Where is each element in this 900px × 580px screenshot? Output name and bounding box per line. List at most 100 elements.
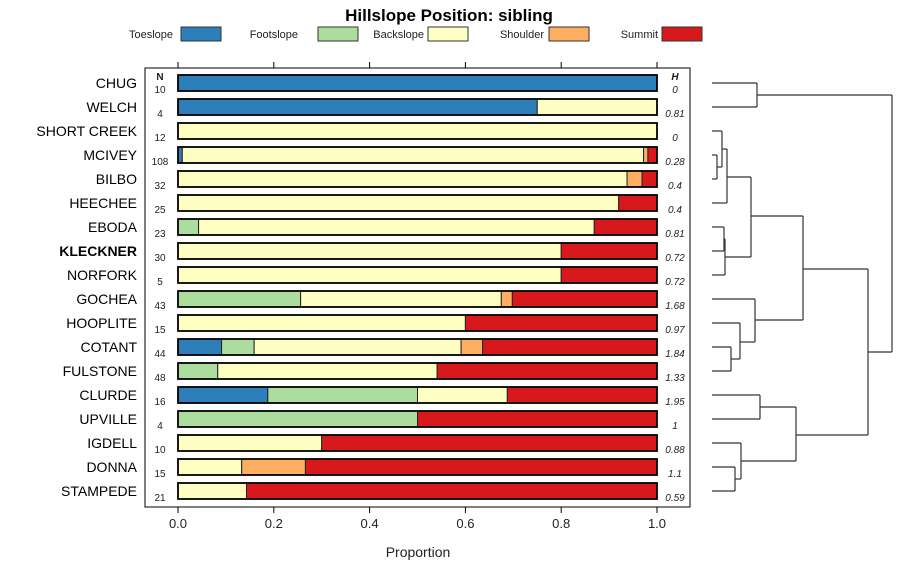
- x-tick-label: 0.2: [265, 516, 283, 531]
- row-h-value: 0.59: [665, 493, 685, 504]
- bar-segment-summit: [245, 482, 658, 500]
- legend-swatch-backslope: [427, 26, 469, 42]
- row-n-value: 10: [154, 85, 166, 96]
- x-tick-label: 0.8: [552, 516, 570, 531]
- legend-swatch-shoulder: [548, 26, 590, 42]
- row-n-value: 48: [154, 373, 166, 384]
- bar-segment-footslope: [177, 218, 200, 236]
- row-n-value: 4: [157, 109, 163, 120]
- x-tick-label: 1.0: [648, 516, 666, 531]
- row-label: GOCHEA: [76, 291, 137, 307]
- bar-outline: [177, 98, 658, 116]
- bar-segment-summit: [618, 194, 658, 212]
- bar-outline: [177, 410, 658, 428]
- bar-segment-backslope: [177, 194, 620, 212]
- bar-segment-summit: [560, 242, 658, 260]
- legend-label-shoulder: Shoulder: [500, 29, 544, 41]
- bar-segment-shoulder: [241, 458, 306, 476]
- row-n-value: 15: [154, 325, 166, 336]
- row-n-value: 23: [154, 229, 166, 240]
- bar-segment-toeslope: [177, 98, 538, 116]
- plot-frame: [144, 67, 691, 508]
- row-n-value: 10: [154, 445, 166, 456]
- bar-segment-backslope: [177, 170, 628, 188]
- row-label: SHORT CREEK: [36, 123, 137, 139]
- row-label: CLURDE: [79, 387, 137, 403]
- bar-segment-shoulder: [643, 146, 649, 164]
- row-h-value: 0.88: [665, 445, 685, 456]
- row-label: DONNA: [86, 459, 137, 475]
- row-label: WELCH: [86, 99, 137, 115]
- bar-outline: [177, 338, 658, 356]
- bar-outline: [177, 482, 658, 500]
- row-h-value: 0.97: [665, 325, 685, 336]
- row-label: HEECHEE: [69, 195, 137, 211]
- bar-segment-toeslope: [177, 74, 658, 92]
- legend-label-backslope: Backslope: [373, 29, 424, 41]
- bar-segment-summit: [482, 338, 658, 356]
- row-h-value: 0: [672, 133, 678, 144]
- bar-segment-backslope: [198, 218, 595, 236]
- bar-outline: [177, 314, 658, 332]
- h-header: H: [671, 72, 679, 83]
- bar-outline: [177, 146, 658, 164]
- row-n-value: 5: [157, 277, 163, 288]
- legend-swatch-toeslope: [180, 26, 222, 42]
- row-h-value: 1.1: [668, 469, 682, 480]
- row-n-value: 44: [154, 349, 166, 360]
- dendrogram: [712, 82, 893, 492]
- row-label: MCIVEY: [83, 147, 137, 163]
- row-n-value: 108: [152, 157, 169, 168]
- bar-outline: [177, 434, 658, 452]
- bar-segment-backslope: [177, 242, 562, 260]
- row-h-value: 0.81: [665, 109, 684, 120]
- row-h-value: 1.95: [665, 397, 685, 408]
- x-axis-label: Proportion: [386, 544, 451, 560]
- row-h-value: 0.72: [665, 277, 685, 288]
- bar-segment-backslope: [177, 122, 658, 140]
- bar-segment-shoulder: [500, 290, 513, 308]
- bar-outline: [177, 242, 658, 260]
- bar-segment-summit: [304, 458, 658, 476]
- row-label: BILBO: [96, 171, 137, 187]
- bar-segment-backslope: [177, 434, 323, 452]
- row-n-value: 12: [154, 133, 166, 144]
- row-h-value: 1: [672, 421, 678, 432]
- row-label: KLECKNER: [59, 243, 137, 259]
- x-axis: 0.0 0.2 0.4 0.6 0.8 1.0: [169, 62, 666, 531]
- chart-title: Hillslope Position: sibling: [345, 6, 553, 25]
- row-h-value: 0.4: [668, 205, 682, 216]
- row-h-value: 0.72: [665, 253, 685, 264]
- bar-segment-summit: [464, 314, 658, 332]
- bar-outline: [177, 386, 658, 404]
- bar-outline: [177, 458, 658, 476]
- legend-label-toeslope: Toeslope: [129, 29, 173, 41]
- row-n-value: 4: [157, 421, 163, 432]
- n-header: N: [156, 72, 163, 83]
- bars: CHUG 10 0 WELCH 4 0.81 SHORT CREEK 12 0 MCIVEY 108…: [36, 74, 685, 504]
- legend-swatch-summit: [661, 26, 703, 42]
- bar-outline: [177, 362, 658, 380]
- bar-segment-backslope: [177, 314, 466, 332]
- row-label: HOOPLITE: [66, 315, 137, 331]
- row-label: STAMPEDE: [61, 483, 137, 499]
- bar-outline: [177, 122, 658, 140]
- legend: Toeslope Footslope Backslope Shoulder Summit: [129, 26, 703, 42]
- bar-segment-backslope: [536, 98, 658, 116]
- x-tick-label: 0.6: [456, 516, 474, 531]
- row-h-value: 1.84: [665, 349, 685, 360]
- bar-segment-backslope: [177, 482, 247, 500]
- bar-segment-footslope: [221, 338, 255, 356]
- row-n-value: 16: [154, 397, 166, 408]
- row-label: EBODA: [88, 219, 138, 235]
- bar-segment-footslope: [177, 410, 418, 428]
- row-h-value: 0: [672, 85, 678, 96]
- bar-segment-backslope: [253, 338, 462, 356]
- row-h-value: 0.4: [668, 181, 682, 192]
- bar-outline: [177, 74, 658, 92]
- row-label: FULSTONE: [63, 363, 137, 379]
- row-n-value: 30: [154, 253, 166, 264]
- bar-outline: [177, 194, 658, 212]
- bar-segment-toeslope: [177, 338, 223, 356]
- bar-segment-backslope: [181, 146, 645, 164]
